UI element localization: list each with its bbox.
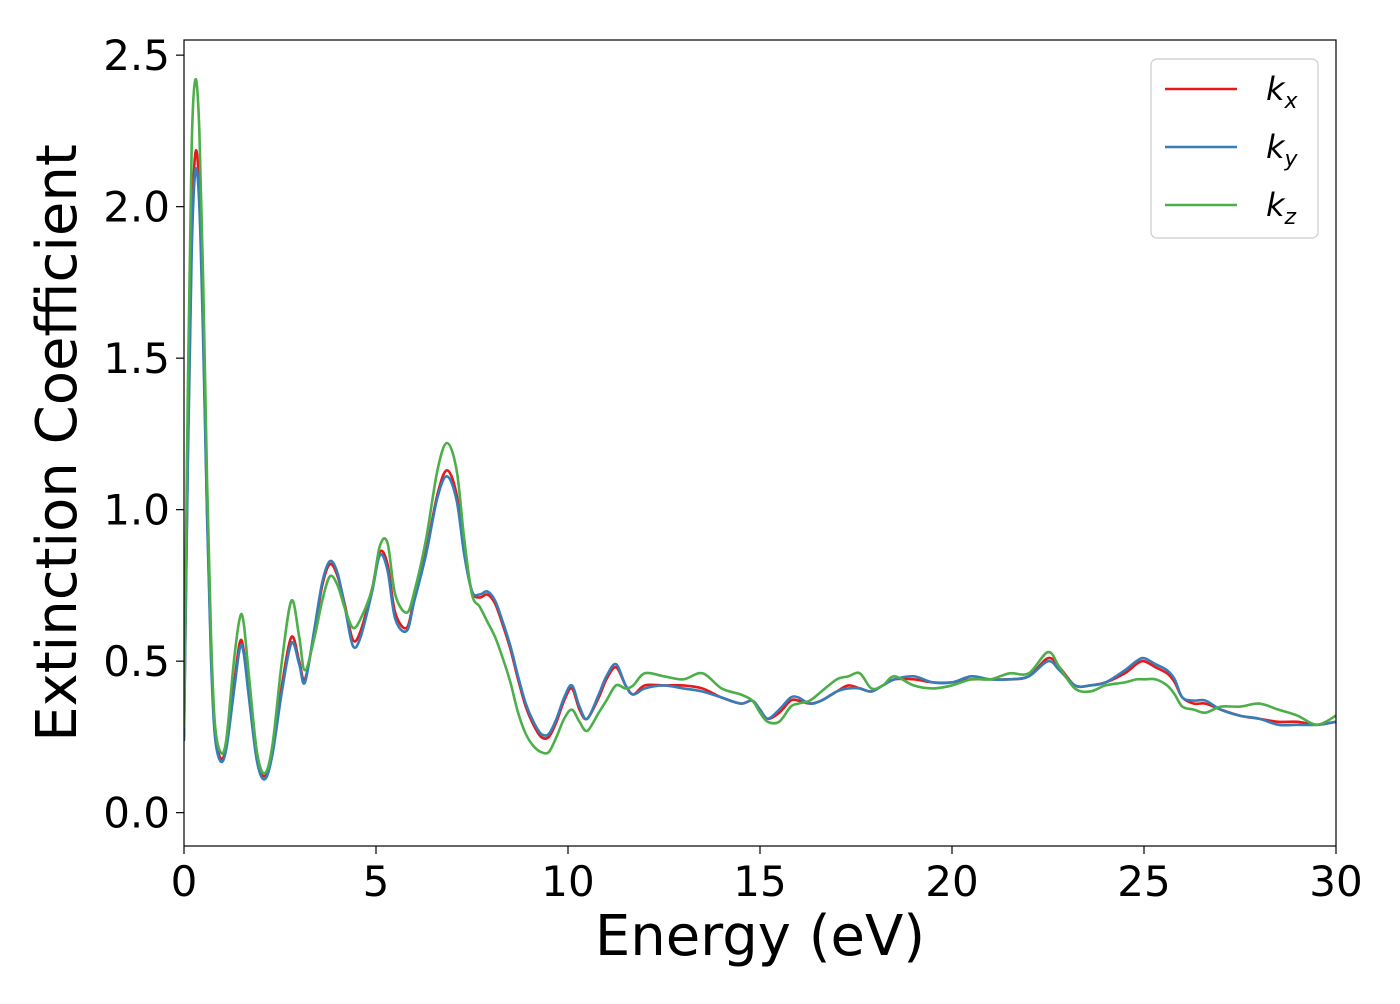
y-axis-title: Extinction Coefficient xyxy=(25,144,90,742)
series-layer xyxy=(184,78,1336,781)
x-tick-label: 5 xyxy=(363,857,390,906)
y-tick-label: 2.5 xyxy=(103,31,170,80)
x-tick-label: 25 xyxy=(1117,857,1170,906)
x-tick-label: 20 xyxy=(925,857,978,906)
y-tick-label: 2.0 xyxy=(103,183,170,232)
y-axis-ticks: 0.0 0.5 1.0 1.5 2.0 2.5 xyxy=(103,31,184,838)
y-tick-label: 0.0 xyxy=(103,789,170,838)
x-tick-label: 0 xyxy=(171,857,198,906)
series-line-k_y xyxy=(184,167,1336,781)
series-line-k_z xyxy=(184,78,1336,775)
x-axis-ticks: 0 5 10 15 20 25 30 xyxy=(171,846,1363,906)
legend-label-k_z: kz xyxy=(1266,186,1297,230)
legend-label-k_y: ky xyxy=(1266,128,1299,172)
legend-box xyxy=(1150,58,1319,239)
x-tick-label: 10 xyxy=(541,857,594,906)
y-tick-label: 0.5 xyxy=(103,637,170,686)
x-tick-label: 15 xyxy=(733,857,786,906)
x-tick-label: 30 xyxy=(1309,857,1362,906)
y-tick-label: 1.0 xyxy=(103,486,170,535)
legend-label-k_x: kx xyxy=(1266,70,1299,114)
legend: kx ky kz xyxy=(1150,58,1319,239)
y-tick-label: 1.5 xyxy=(103,334,170,383)
x-axis-title: Energy (eV) xyxy=(595,904,925,969)
